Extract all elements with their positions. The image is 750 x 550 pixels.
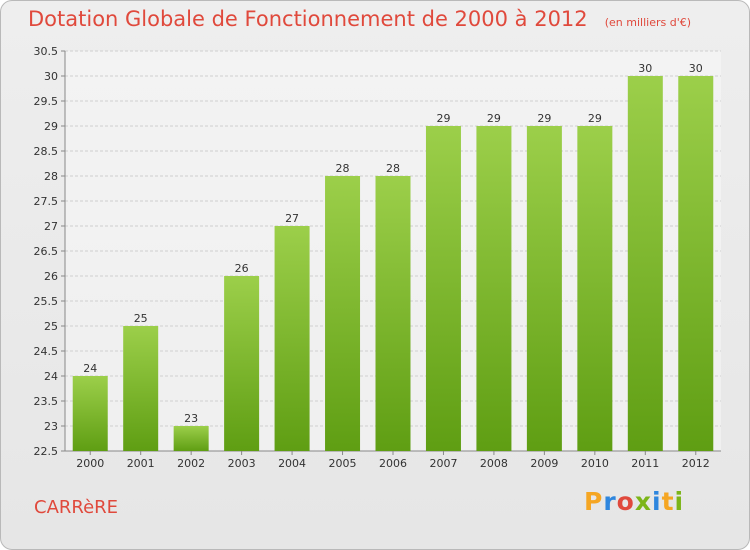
bar-2002 [173, 426, 209, 451]
proxiti-logo: Proxiti [584, 487, 684, 516]
x-tick-label: 2005 [329, 457, 357, 470]
x-tick-label: 2007 [429, 457, 457, 470]
chart-subtitle: (en milliers d'€) [604, 16, 692, 29]
y-tick-label: 23 [44, 420, 58, 433]
y-tick-label: 24 [44, 370, 58, 383]
logo-letter: o [616, 487, 635, 516]
y-tick-label: 28.5 [34, 145, 59, 158]
y-tick-label: 27.5 [34, 195, 59, 208]
logo-letter: r [603, 487, 617, 516]
data-label: 29 [436, 112, 450, 125]
y-tick-label: 25 [44, 320, 58, 333]
y-tick-label: 30 [44, 70, 58, 83]
data-label: 26 [235, 262, 249, 275]
data-label: 30 [689, 62, 703, 75]
bar-2001 [123, 326, 159, 451]
x-tick-label: 2004 [278, 457, 306, 470]
logo-letter: i [674, 487, 685, 516]
bar-2005 [325, 176, 361, 451]
logo-letter: x [634, 487, 652, 516]
data-label: 25 [134, 312, 148, 325]
data-label: 27 [285, 212, 299, 225]
data-label: 23 [184, 412, 198, 425]
x-tick-label: 2011 [631, 457, 659, 470]
x-tick-label: 2003 [228, 457, 256, 470]
y-tick-label: 24.5 [34, 345, 59, 358]
y-tick-label: 25.5 [34, 295, 59, 308]
y-tick-label: 29.5 [34, 95, 59, 108]
data-label: 30 [638, 62, 652, 75]
bar-2012 [678, 76, 714, 451]
x-tick-label: 2009 [530, 457, 558, 470]
commune-name: CARRèRE [34, 497, 119, 518]
bar-2003 [224, 276, 260, 451]
logo-letter: i [652, 487, 662, 516]
x-tick-label: 2000 [76, 457, 104, 470]
y-tick-label: 29 [44, 120, 58, 133]
x-tick-label: 2010 [581, 457, 609, 470]
data-label: 29 [537, 112, 551, 125]
data-label: 29 [588, 112, 602, 125]
chart-title: Dotation Globale de Fonctionnement de 20… [28, 7, 588, 31]
bar-2006 [375, 176, 411, 451]
bar-2000 [72, 376, 108, 451]
bar-2009 [526, 126, 562, 451]
bar-2010 [577, 126, 613, 451]
bar-2007 [425, 126, 461, 451]
x-tick-label: 2002 [177, 457, 205, 470]
y-tick-label: 26.5 [34, 245, 59, 258]
bar-2008 [476, 126, 512, 451]
x-tick-label: 2001 [127, 457, 155, 470]
y-tick-label: 26 [44, 270, 58, 283]
bar-2004 [274, 226, 310, 451]
logo-letter: t [661, 487, 675, 516]
data-label: 28 [336, 162, 350, 175]
data-label: 29 [487, 112, 501, 125]
y-tick-label: 28 [44, 170, 58, 183]
y-tick-label: 30.5 [34, 45, 59, 58]
y-tick-label: 22.5 [34, 445, 59, 458]
chart-title-block: Dotation Globale de Fonctionnement de 20… [28, 7, 691, 31]
data-label: 28 [386, 162, 400, 175]
bar-2011 [627, 76, 663, 451]
logo-letter: P [584, 487, 604, 516]
x-tick-label: 2012 [682, 457, 710, 470]
x-tick-label: 2008 [480, 457, 508, 470]
x-tick-label: 2006 [379, 457, 407, 470]
y-tick-label: 23.5 [34, 395, 59, 408]
y-tick-label: 27 [44, 220, 58, 233]
data-label: 24 [83, 362, 97, 375]
